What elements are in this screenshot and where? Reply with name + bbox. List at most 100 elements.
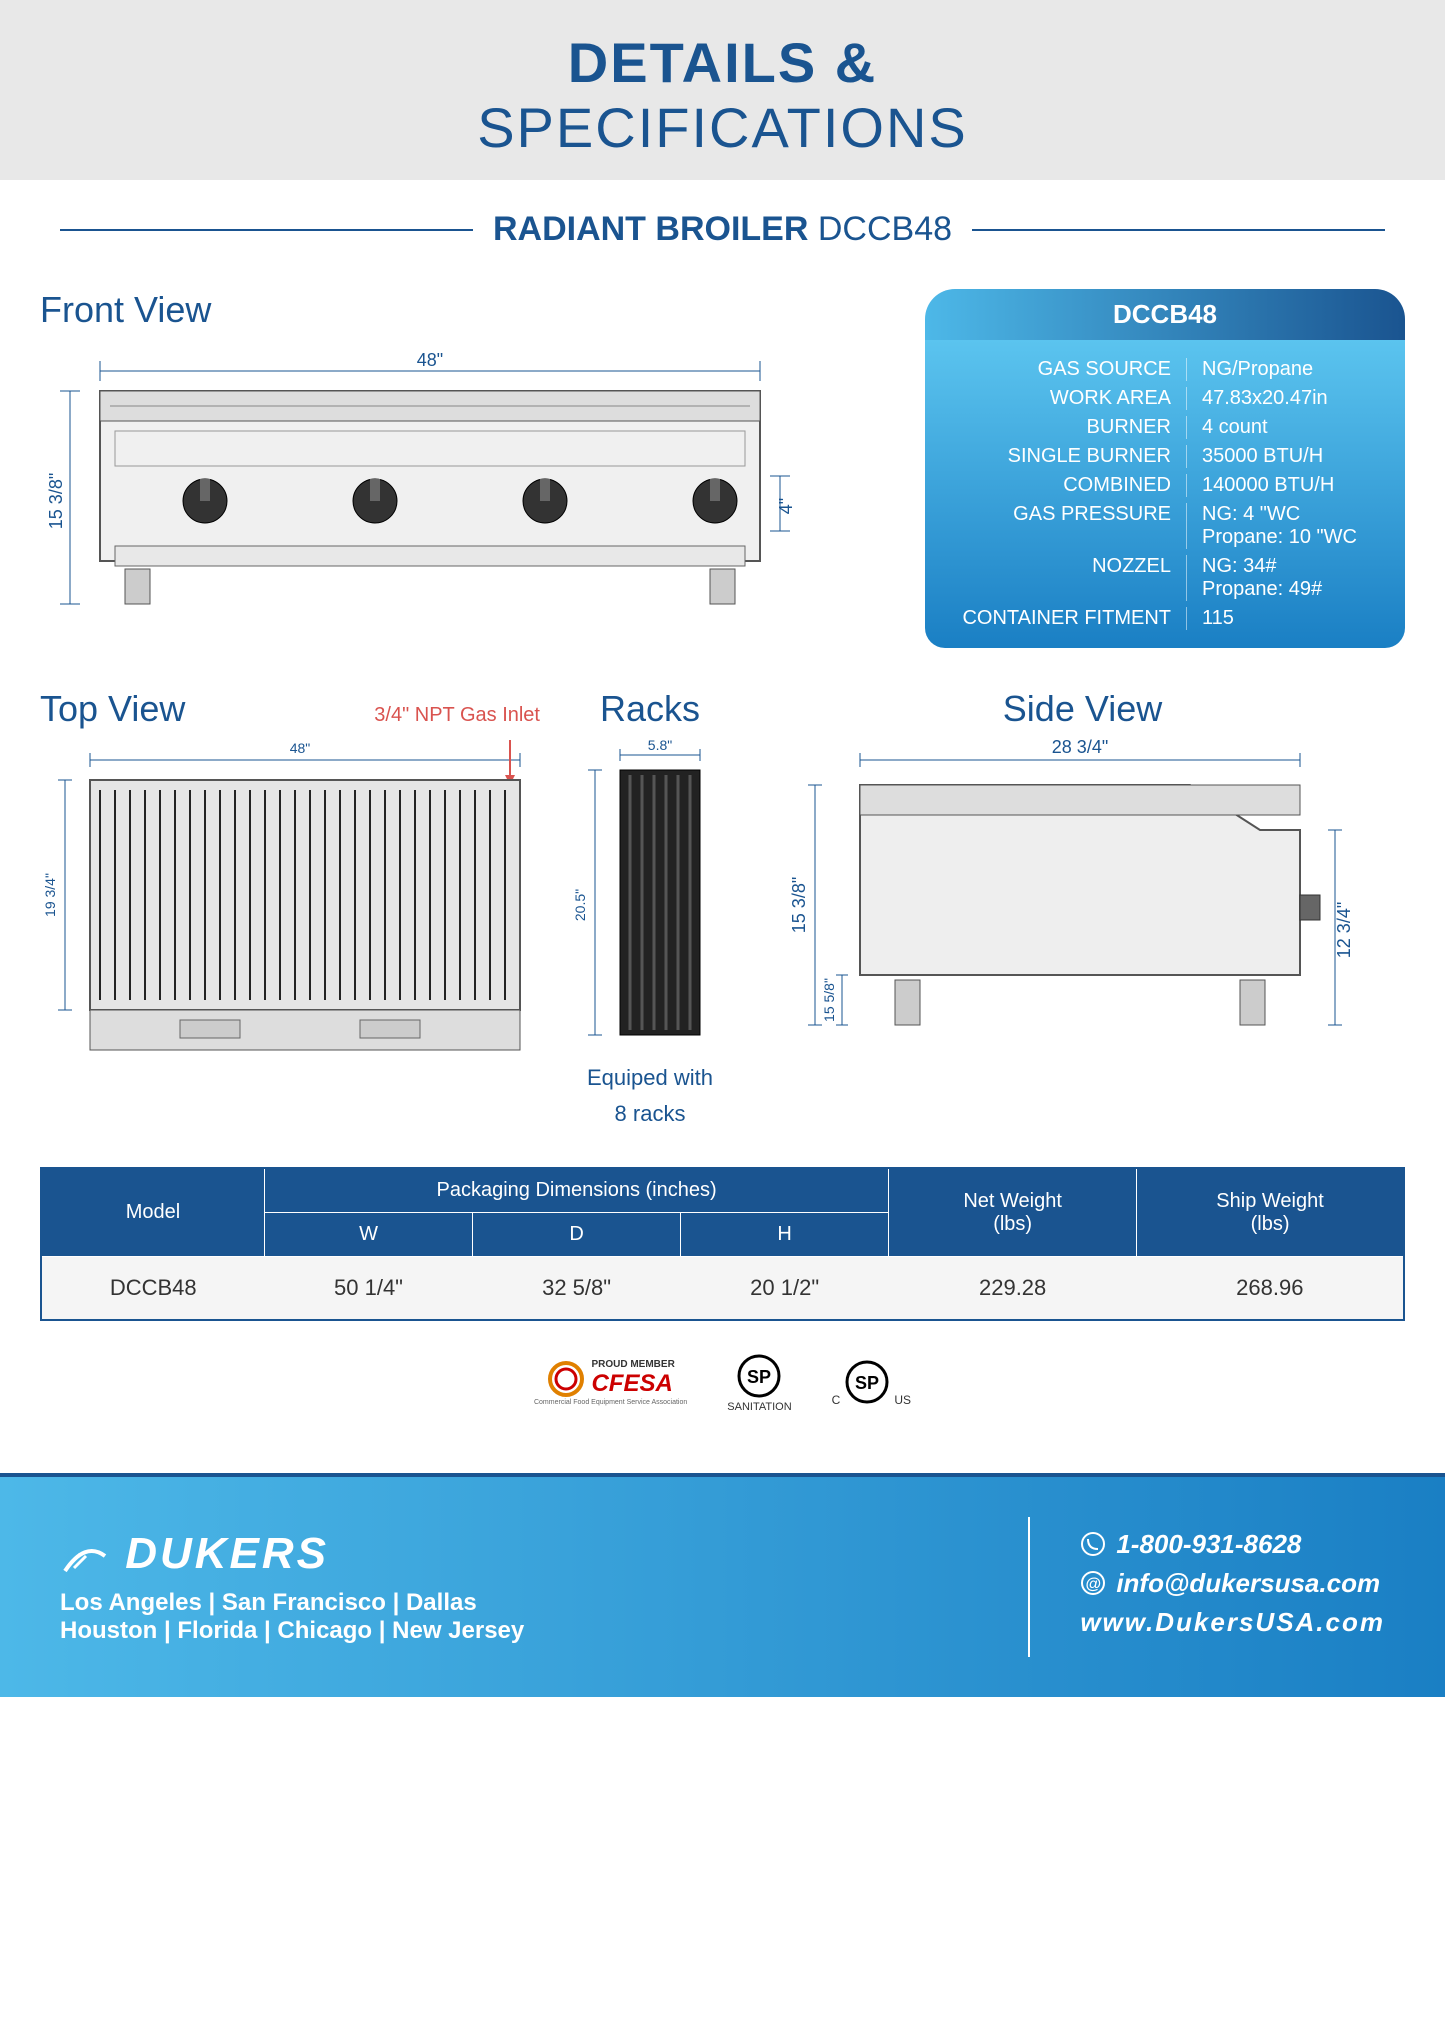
csa-sanitation-badge: SP SANITATION	[727, 1351, 791, 1413]
spec-value: 47.83x20.47in	[1187, 387, 1385, 410]
td-net: 229.28	[889, 1257, 1137, 1321]
footer-email: info@dukersusa.com	[1116, 1568, 1380, 1599]
footer-cities-1: Los Angeles | San Francisco | Dallas	[60, 1589, 978, 1617]
page-title-light: SPECIFICATIONS	[0, 95, 1445, 160]
product-subtitle-row: RADIANT BROILER DCCB48	[60, 210, 1385, 249]
top-view-diagram: 48" 19 3/4	[40, 735, 540, 1075]
footer-brand-text: DUKERS	[125, 1529, 329, 1578]
front-knob-dim: 4"	[776, 498, 796, 514]
top-row: Front View 48"	[40, 289, 1405, 648]
td-model: DCCB48	[41, 1257, 264, 1321]
side-leg-dim: 15 5/8"	[821, 978, 837, 1022]
csa-us-label: US	[894, 1393, 911, 1407]
gas-inlet-label: 3/4" NPT Gas Inlet	[374, 704, 540, 727]
product-label: RADIANT BROILER DCCB48	[493, 210, 952, 249]
spec-row: NOZZELNG: 34# Propane: 49#	[925, 552, 1405, 604]
spec-value: NG/Propane	[1187, 358, 1385, 381]
cfesa-sub: Commercial Food Equipment Service Associ…	[534, 1399, 687, 1406]
side-full-height-dim: 15 3/8"	[789, 877, 809, 933]
email-icon: @	[1080, 1570, 1106, 1596]
spec-row: SINGLE BURNER35000 BTU/H	[925, 442, 1405, 471]
racks-caption-2: 8 racks	[560, 1101, 740, 1127]
racks-width-dim: 5.8"	[648, 737, 672, 753]
csa-c-label: C	[832, 1393, 841, 1407]
racks-height-dim: 20.5"	[572, 889, 588, 921]
spec-row: GAS SOURCENG/Propane	[925, 355, 1405, 384]
spec-body: GAS SOURCENG/Propane WORK AREA47.83x20.4…	[925, 340, 1405, 648]
header-band: DETAILS & SPECIFICATIONS	[0, 0, 1445, 180]
td-ship: 268.96	[1137, 1257, 1404, 1321]
th-h: H	[681, 1213, 889, 1257]
divider-left	[60, 229, 473, 231]
racks-caption-1: Equiped with	[560, 1065, 740, 1091]
spec-label: BURNER	[945, 416, 1187, 439]
footer-cities-2: Houston | Florida | Chicago | New Jersey	[60, 1617, 978, 1645]
front-height-dim: 15 3/8"	[46, 473, 66, 529]
spec-label: SINGLE BURNER	[945, 445, 1187, 468]
spec-row: CONTAINER FITMENT115	[925, 604, 1405, 633]
spec-label: COMBINED	[945, 474, 1187, 497]
footer-website-row: www.DukersUSA.com	[1080, 1607, 1385, 1638]
footer-right: 1-800-931-8628 @ info@dukersusa.com www.…	[1080, 1529, 1385, 1646]
footer-divider	[1028, 1517, 1030, 1657]
spec-row: WORK AREA47.83x20.47in	[925, 384, 1405, 413]
footer-email-row: @ info@dukersusa.com	[1080, 1568, 1385, 1599]
spec-row: GAS PRESSURENG: 4 "WC Propane: 10 "WC	[925, 500, 1405, 552]
cfesa-badge: PROUD MEMBER CFESA Commercial Food Equip…	[534, 1359, 687, 1406]
csa-sanitation-label: SANITATION	[727, 1401, 791, 1413]
th-pkg: Packaging Dimensions (inches)	[264, 1168, 888, 1213]
racks-title: Racks	[560, 688, 740, 730]
spec-value: 115	[1187, 607, 1385, 630]
footer-brand: DUKERS	[60, 1529, 978, 1579]
footer-website: www.DukersUSA.com	[1080, 1607, 1385, 1638]
spec-value: NG: 4 "WC Propane: 10 "WC	[1187, 503, 1385, 549]
spec-label: NOZZEL	[945, 555, 1187, 601]
th-model: Model	[41, 1168, 264, 1257]
footer: DUKERS Los Angeles | San Francisco | Dal…	[0, 1473, 1445, 1697]
spec-label: CONTAINER FITMENT	[945, 607, 1187, 630]
cfesa-swirl-icon	[546, 1359, 586, 1399]
divider-right	[972, 229, 1385, 231]
packaging-table: Model Packaging Dimensions (inches) Net …	[40, 1167, 1405, 1321]
td-w: 50 1/4"	[264, 1257, 472, 1321]
spec-value: 140000 BTU/H	[1187, 474, 1385, 497]
td-h: 20 1/2"	[681, 1257, 889, 1321]
csa-icon: SP	[734, 1351, 784, 1401]
csa-us-badge: C SP US	[832, 1357, 911, 1407]
cfesa-text: CFESA	[591, 1370, 674, 1398]
product-category: RADIANT BROILER	[493, 210, 808, 248]
svg-text:SP: SP	[855, 1373, 879, 1393]
spec-value: 35000 BTU/H	[1187, 445, 1385, 468]
front-view-title: Front View	[40, 289, 895, 331]
brand-swoosh-icon	[60, 1536, 110, 1576]
footer-phone-row: 1-800-931-8628	[1080, 1529, 1385, 1560]
svg-text:@: @	[1086, 1576, 1102, 1593]
td-d: 32 5/8"	[473, 1257, 681, 1321]
spec-value: NG: 34# Propane: 49#	[1187, 555, 1385, 601]
racks-diagram: 5.8" 20.5"	[560, 735, 740, 1055]
spec-box: DCCB48 GAS SOURCENG/Propane WORK AREA47.…	[925, 289, 1405, 648]
spec-value: 4 count	[1187, 416, 1385, 439]
side-depth-dim: 28 3/4"	[1052, 737, 1108, 757]
footer-left: DUKERS Los Angeles | San Francisco | Dal…	[60, 1529, 978, 1645]
spec-label: GAS SOURCE	[945, 358, 1187, 381]
side-view-section: Side View 28 3/4" 15 3/8"	[760, 688, 1405, 1075]
product-model: DCCB48	[818, 210, 952, 248]
front-view-section: Front View 48"	[40, 289, 895, 648]
top-view-section: Top View 3/4" NPT Gas Inlet 48"	[40, 688, 540, 1075]
front-view-diagram: 48"	[40, 351, 800, 631]
phone-icon	[1080, 1531, 1106, 1557]
racks-section: Racks 5.8" 20.5" Equiped with 8 racks	[560, 688, 740, 1127]
th-ship: Ship Weight (lbs)	[1137, 1168, 1404, 1257]
th-w: W	[264, 1213, 472, 1257]
top-view-title: Top View	[40, 688, 185, 730]
side-body-height-dim: 12 3/4"	[1334, 902, 1354, 958]
spec-label: WORK AREA	[945, 387, 1187, 410]
front-width-dim: 48"	[417, 351, 443, 370]
cfesa-top: PROUD MEMBER	[591, 1359, 674, 1370]
top-width-dim: 48"	[290, 740, 311, 756]
spec-header: DCCB48	[925, 289, 1405, 340]
spec-label: GAS PRESSURE	[945, 503, 1187, 549]
spec-row: BURNER4 count	[925, 413, 1405, 442]
cert-row: PROUD MEMBER CFESA Commercial Food Equip…	[40, 1351, 1405, 1413]
